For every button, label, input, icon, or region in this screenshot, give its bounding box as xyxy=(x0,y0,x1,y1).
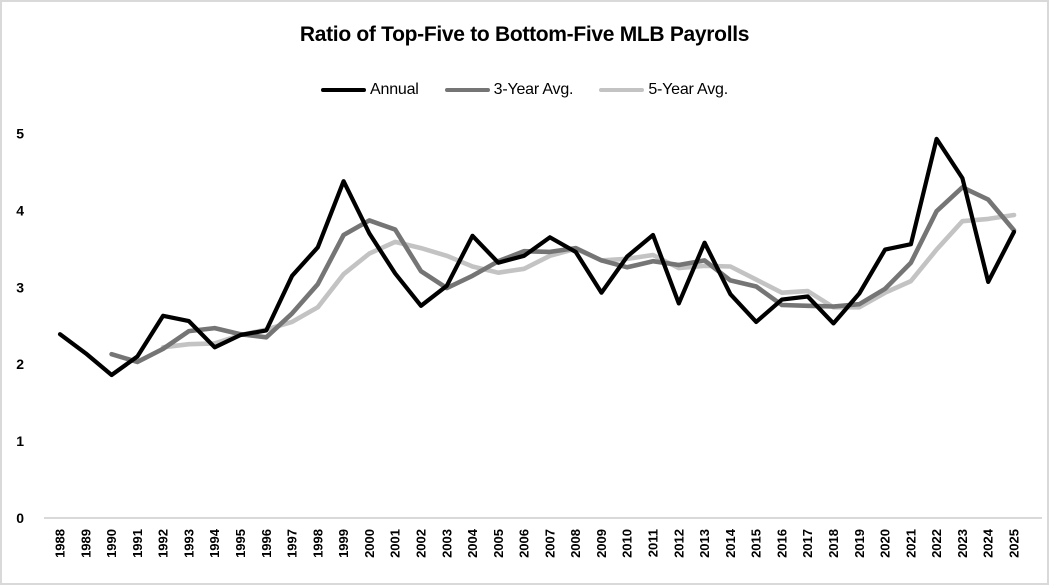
x-axis-label: 2002 xyxy=(413,529,428,558)
x-axis-label: 2001 xyxy=(388,529,403,558)
series-line-3-year-avg xyxy=(109,185,1017,365)
x-axis-label: 2008 xyxy=(568,529,583,558)
x-axis-label: 2023 xyxy=(955,529,970,558)
x-axis-label: 2019 xyxy=(852,529,867,558)
annual-line-swatch-icon xyxy=(321,88,367,92)
x-axis-label: 2003 xyxy=(439,529,454,558)
legend-label-3-year-avg: 3-Year Avg. xyxy=(493,81,574,98)
x-axis-label: 2017 xyxy=(800,529,815,558)
five-year-avg-line-swatch-icon xyxy=(599,87,645,93)
x-axis-label: 2007 xyxy=(542,529,557,558)
x-axis-label: 1997 xyxy=(285,529,300,558)
x-axis-label: 1992 xyxy=(156,529,171,558)
legend-label-5-year-avg: 5-Year Avg. xyxy=(648,81,728,98)
x-axis-label: 1988 xyxy=(53,529,68,558)
legend-label-annual: Annual xyxy=(370,81,419,98)
x-axis-label: 1998 xyxy=(310,529,325,558)
x-axis-label: 2021 xyxy=(903,529,918,558)
x-axis-label: 2018 xyxy=(826,529,841,558)
x-axis-label: 1994 xyxy=(207,528,222,558)
x-axis-label: 2009 xyxy=(594,529,609,558)
y-axis-label: 4 xyxy=(16,202,24,218)
x-axis-label: 2011 xyxy=(646,529,661,557)
y-axis-label: 2 xyxy=(16,356,24,372)
x-axis-label: 2010 xyxy=(620,529,635,558)
x-axis-label: 2022 xyxy=(929,529,944,558)
x-axis-label: 2000 xyxy=(362,529,377,558)
x-axis-label: 2013 xyxy=(697,529,712,558)
series-line-annual xyxy=(57,136,1017,378)
three-year-avg-line-swatch-icon xyxy=(444,87,490,93)
y-axis-labels: 0 1 2 3 4 5 xyxy=(16,126,24,527)
legend-item-5-year-avg: 5-Year Avg. xyxy=(599,81,728,99)
legend-item-annual: Annual xyxy=(321,81,419,99)
x-axis-label: 1993 xyxy=(181,529,196,558)
x-axis-labels: 1988 1989 1990 1991 1992 1993 1994 1995 1996 1997… xyxy=(53,528,1022,558)
x-axis-label: 2004 xyxy=(465,528,480,558)
x-axis-label: 1996 xyxy=(259,529,274,558)
x-axis-label: 1990 xyxy=(104,529,119,558)
x-axis-label: 1991 xyxy=(130,529,145,558)
y-axis-label: 0 xyxy=(16,510,24,526)
x-axis-label: 2005 xyxy=(491,529,506,558)
x-axis-label: 2014 xyxy=(723,528,738,558)
legend: Annual 3-Year Avg. 5-Year Avg. xyxy=(2,81,1047,99)
x-axis-label: 1995 xyxy=(233,529,248,558)
chart-title: Ratio of Top-Five to Bottom-Five MLB Pay… xyxy=(299,23,750,46)
y-axis-label: 1 xyxy=(16,433,24,449)
x-axis-label: 2020 xyxy=(878,529,893,558)
x-axis-label: 2012 xyxy=(671,529,686,558)
series-lines xyxy=(57,136,1017,378)
x-axis-label: 2025 xyxy=(1007,529,1022,558)
x-axis-label: 1999 xyxy=(336,529,351,558)
legend-item-3-year-avg: 3-Year Avg. xyxy=(444,81,574,99)
x-axis-label: 2015 xyxy=(749,529,764,558)
x-axis-label: 2024 xyxy=(981,528,996,558)
y-axis-label: 5 xyxy=(16,126,24,142)
x-axis-label: 2006 xyxy=(517,529,532,558)
y-axis-label: 3 xyxy=(16,279,24,295)
x-axis-label: 2016 xyxy=(774,529,789,558)
x-axis-label: 1989 xyxy=(78,529,93,558)
